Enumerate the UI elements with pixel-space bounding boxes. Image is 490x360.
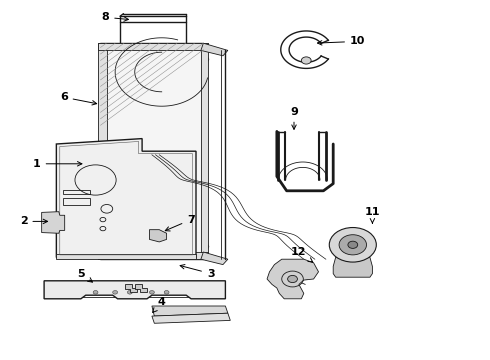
Polygon shape bbox=[135, 284, 147, 292]
Circle shape bbox=[127, 291, 132, 294]
Polygon shape bbox=[201, 43, 228, 56]
Circle shape bbox=[348, 241, 358, 248]
Circle shape bbox=[329, 228, 376, 262]
Polygon shape bbox=[152, 306, 228, 316]
Polygon shape bbox=[98, 43, 208, 50]
Text: 6: 6 bbox=[60, 92, 97, 105]
Polygon shape bbox=[100, 43, 203, 259]
Polygon shape bbox=[201, 252, 228, 265]
Text: 2: 2 bbox=[20, 216, 48, 226]
Polygon shape bbox=[333, 257, 372, 277]
Polygon shape bbox=[56, 139, 196, 257]
Polygon shape bbox=[152, 313, 230, 323]
Text: 9: 9 bbox=[290, 107, 298, 129]
Polygon shape bbox=[56, 254, 196, 259]
Text: 1: 1 bbox=[33, 159, 82, 169]
Text: 8: 8 bbox=[101, 12, 128, 22]
Polygon shape bbox=[267, 259, 318, 299]
Text: 5: 5 bbox=[77, 269, 93, 282]
Circle shape bbox=[93, 291, 98, 294]
Polygon shape bbox=[149, 230, 167, 242]
Text: 10: 10 bbox=[318, 36, 366, 46]
Circle shape bbox=[113, 291, 118, 294]
Circle shape bbox=[301, 57, 311, 64]
Circle shape bbox=[149, 291, 154, 294]
Circle shape bbox=[164, 291, 169, 294]
Text: 7: 7 bbox=[165, 215, 195, 231]
Polygon shape bbox=[125, 284, 137, 292]
Polygon shape bbox=[42, 212, 65, 233]
Polygon shape bbox=[44, 281, 225, 299]
Circle shape bbox=[339, 235, 367, 255]
Bar bbox=[63, 198, 90, 205]
Polygon shape bbox=[201, 43, 208, 259]
Text: 3: 3 bbox=[180, 265, 215, 279]
Text: 12: 12 bbox=[291, 247, 313, 262]
Text: 4: 4 bbox=[152, 297, 166, 312]
Polygon shape bbox=[98, 43, 107, 259]
Text: 11: 11 bbox=[365, 207, 380, 223]
Polygon shape bbox=[98, 252, 208, 259]
Circle shape bbox=[288, 275, 297, 283]
Bar bbox=[63, 190, 90, 194]
